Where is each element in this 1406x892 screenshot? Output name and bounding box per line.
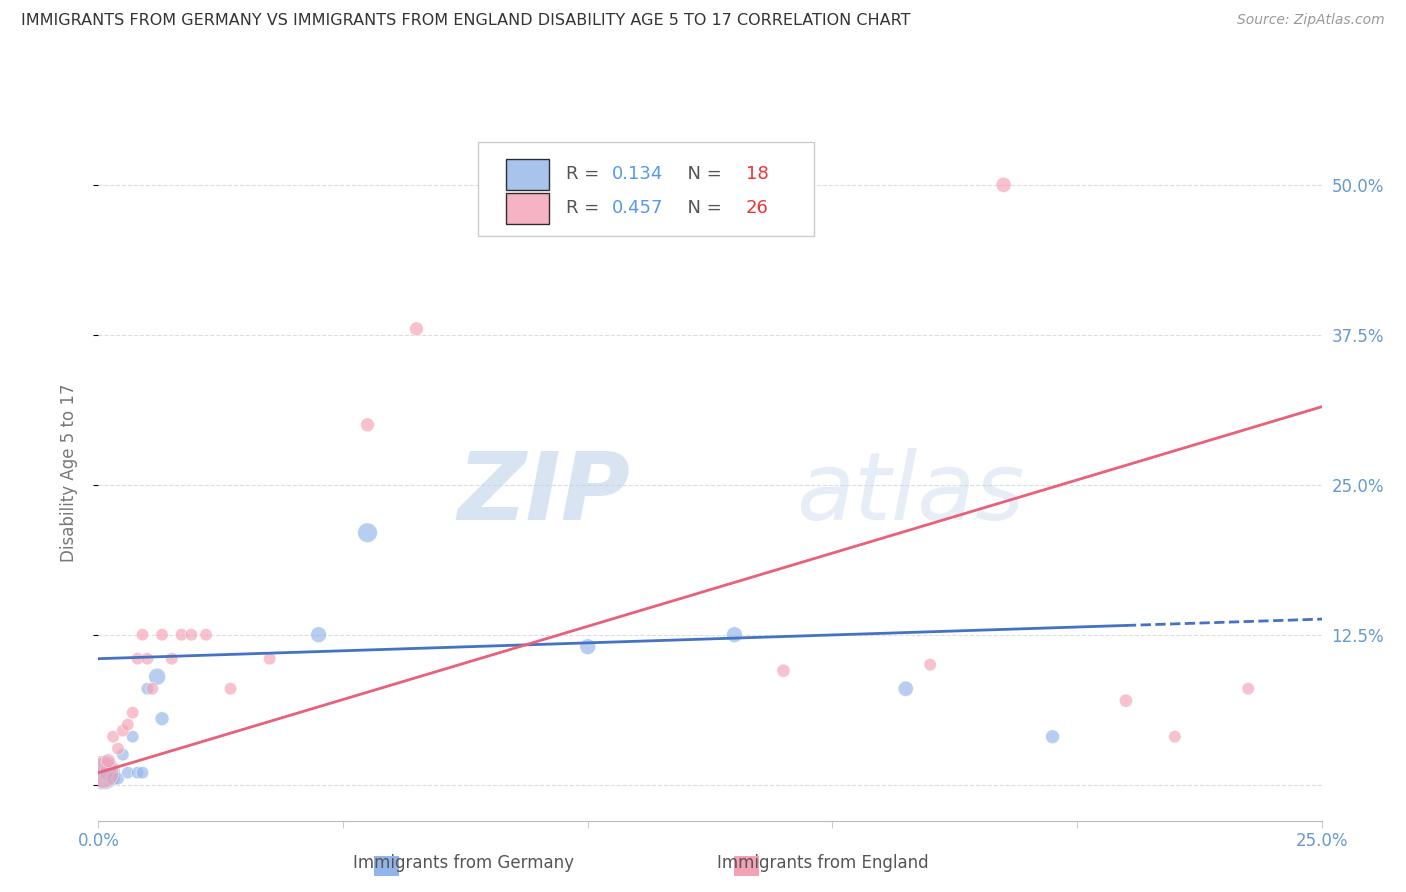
Point bbox=[131, 765, 153, 780]
Point bbox=[101, 772, 124, 786]
Point bbox=[111, 723, 134, 738]
Point bbox=[127, 651, 149, 665]
Point bbox=[1115, 694, 1137, 708]
Point bbox=[576, 640, 599, 654]
Point bbox=[723, 628, 745, 642]
Point bbox=[308, 628, 330, 642]
Point bbox=[195, 628, 218, 642]
Point bbox=[91, 765, 114, 780]
Text: 26: 26 bbox=[745, 200, 768, 218]
Text: atlas: atlas bbox=[796, 448, 1024, 539]
FancyBboxPatch shape bbox=[478, 142, 814, 236]
Point bbox=[894, 681, 917, 696]
Point bbox=[150, 712, 173, 726]
Point bbox=[1042, 730, 1064, 744]
Point bbox=[136, 681, 159, 696]
Point bbox=[772, 664, 794, 678]
FancyBboxPatch shape bbox=[506, 193, 548, 224]
Point bbox=[107, 772, 129, 786]
Text: Immigrants from England: Immigrants from England bbox=[717, 855, 928, 872]
Point bbox=[97, 765, 120, 780]
Point bbox=[146, 670, 169, 684]
Point bbox=[127, 765, 149, 780]
Point bbox=[219, 681, 242, 696]
Point bbox=[160, 651, 183, 665]
Text: Source: ZipAtlas.com: Source: ZipAtlas.com bbox=[1237, 13, 1385, 28]
Text: Immigrants from Germany: Immigrants from Germany bbox=[353, 855, 575, 872]
Text: N =: N = bbox=[676, 200, 727, 218]
Text: N =: N = bbox=[676, 165, 727, 184]
FancyBboxPatch shape bbox=[506, 159, 548, 190]
Y-axis label: Disability Age 5 to 17: Disability Age 5 to 17 bbox=[59, 384, 77, 562]
Point bbox=[117, 765, 139, 780]
Text: R =: R = bbox=[565, 165, 605, 184]
Point bbox=[150, 628, 173, 642]
Point bbox=[91, 765, 114, 780]
Point bbox=[121, 706, 143, 720]
Point bbox=[111, 747, 134, 762]
Point bbox=[170, 628, 193, 642]
Point bbox=[259, 651, 281, 665]
Point bbox=[131, 628, 153, 642]
Point bbox=[1164, 730, 1187, 744]
Point bbox=[1237, 681, 1260, 696]
Point bbox=[920, 657, 942, 672]
Text: 0.134: 0.134 bbox=[612, 165, 664, 184]
Point bbox=[405, 322, 427, 336]
Point bbox=[101, 730, 124, 744]
Point bbox=[107, 741, 129, 756]
Text: 18: 18 bbox=[745, 165, 768, 184]
Point bbox=[993, 178, 1015, 192]
Text: R =: R = bbox=[565, 200, 605, 218]
Point bbox=[121, 730, 143, 744]
Point bbox=[141, 681, 163, 696]
Text: 0.457: 0.457 bbox=[612, 200, 664, 218]
Point bbox=[356, 525, 378, 540]
Text: ZIP: ZIP bbox=[457, 448, 630, 540]
Text: IMMIGRANTS FROM GERMANY VS IMMIGRANTS FROM ENGLAND DISABILITY AGE 5 TO 17 CORREL: IMMIGRANTS FROM GERMANY VS IMMIGRANTS FR… bbox=[21, 13, 911, 29]
Point bbox=[136, 651, 159, 665]
Point bbox=[97, 754, 120, 768]
Point bbox=[117, 717, 139, 731]
Point bbox=[356, 417, 378, 432]
Point bbox=[180, 628, 202, 642]
